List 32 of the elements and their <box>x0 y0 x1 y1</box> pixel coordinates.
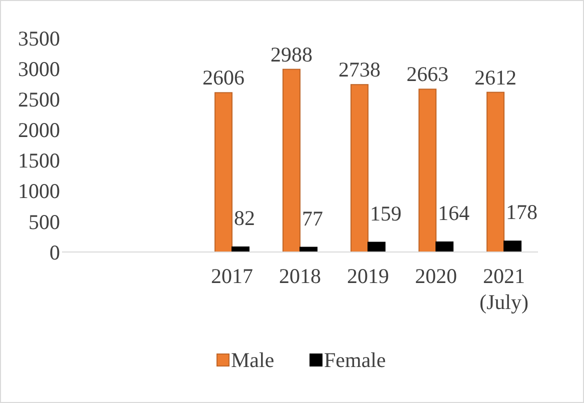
bar <box>214 92 232 252</box>
data-label: 164 <box>438 200 470 225</box>
x-tick-label: 2018 <box>279 264 321 288</box>
y-tick-label: 0 <box>50 240 60 264</box>
data-label: 2612 <box>474 65 516 90</box>
data-label: 2663 <box>406 62 448 86</box>
bar <box>282 68 300 252</box>
data-label: 2988 <box>270 42 312 66</box>
data-label: 2738 <box>338 58 380 82</box>
y-tick-label: 1500 <box>18 148 60 173</box>
data-label: 159 <box>370 201 402 226</box>
bar <box>486 92 504 252</box>
y-tick-label: 2000 <box>18 118 60 142</box>
legend-label: Female <box>324 348 386 372</box>
y-tick-label: 2500 <box>18 87 60 112</box>
y-tick-label: 1000 <box>18 179 60 204</box>
bar <box>436 241 454 252</box>
x-tick-label: 2021 (July) <box>480 264 528 314</box>
bar <box>418 88 436 252</box>
x-tick-label: 2020 <box>415 264 457 288</box>
y-tick-label: 500 <box>28 210 60 234</box>
bar <box>504 240 522 252</box>
data-label: 178 <box>506 200 538 224</box>
legend-label: Male <box>231 348 274 372</box>
x-tick-label: 2017 <box>211 264 253 288</box>
bar <box>350 84 368 252</box>
y-tick-label: 3000 <box>18 56 60 81</box>
y-tick-label: 3500 <box>18 26 60 50</box>
data-label: 77 <box>302 206 323 230</box>
data-label: 2606 <box>202 66 244 90</box>
x-tick-label: 2019 <box>347 264 389 288</box>
data-label: 82 <box>234 206 255 230</box>
